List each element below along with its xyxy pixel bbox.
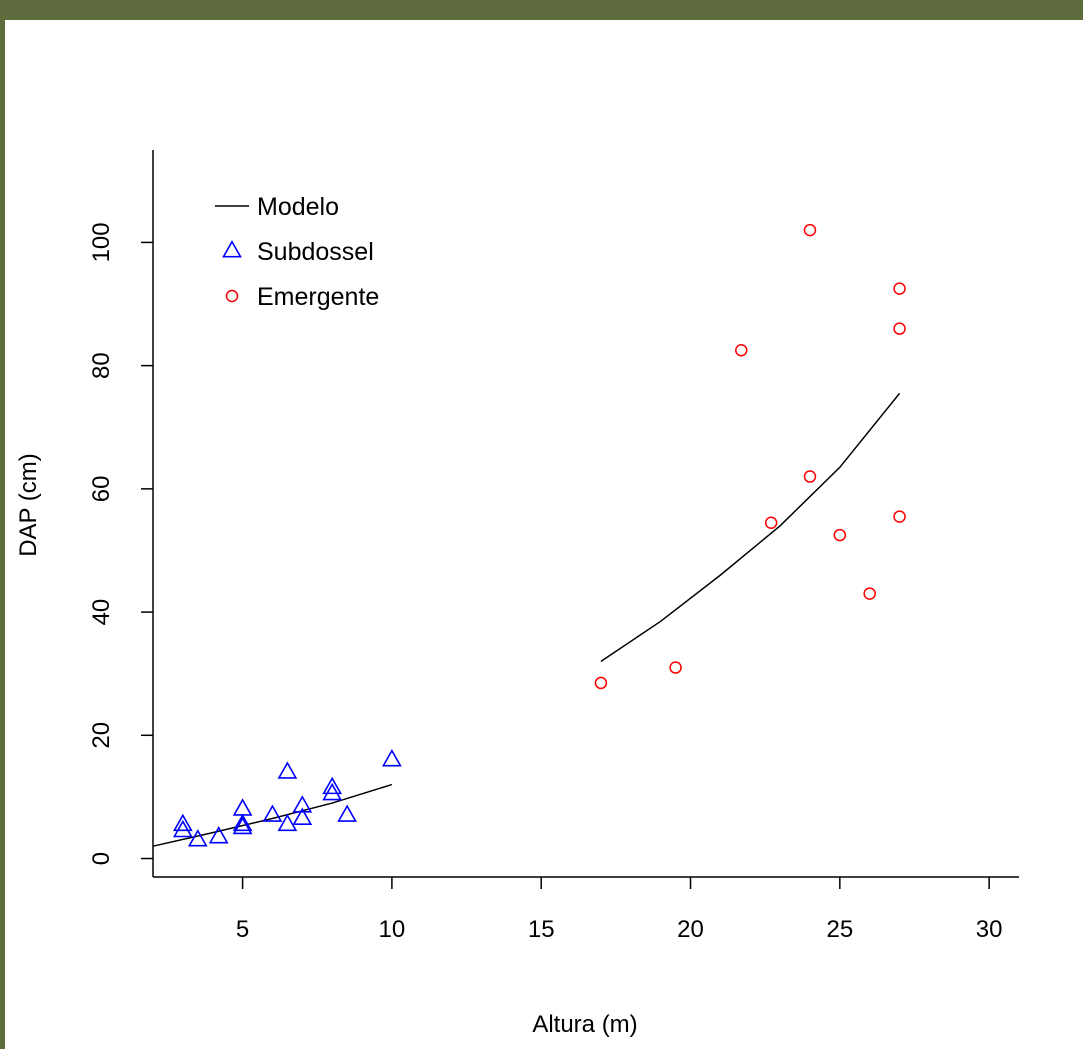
y-tick-label: 0 [88, 852, 115, 865]
data-points [172, 223, 906, 847]
emergente-point [833, 528, 847, 542]
legend-circle-swatch [225, 289, 239, 303]
chart-legend: Modelo Subdossel Emergente [215, 193, 379, 311]
x-tick-label: 10 [379, 916, 406, 943]
y-tick-label: 80 [88, 352, 115, 379]
emergente-point [893, 322, 906, 335]
subdossel-point [277, 761, 298, 779]
subdossel-point [292, 795, 313, 813]
legend-label: Modelo [257, 193, 339, 221]
subdossel-point [172, 819, 193, 838]
y-tick-label: 60 [88, 476, 115, 503]
window-left-border [0, 20, 5, 1049]
x-tick-label: 25 [826, 916, 853, 943]
subdossel-point [232, 813, 253, 832]
emergente-point [803, 470, 817, 483]
y-tick-label: 100 [88, 222, 115, 262]
legend-label: Subdossel [257, 238, 374, 266]
subdossel-point [172, 813, 193, 832]
model-line [600, 392, 901, 662]
subdossel-point [337, 804, 357, 822]
subdossel-point [277, 813, 298, 832]
subdossel-point [187, 829, 208, 847]
x-tick-label: 20 [677, 916, 704, 943]
model-lines [152, 392, 901, 847]
chart-axes: 5 10 15 20 25 30 0 20 40 60 80 100 [88, 150, 1019, 943]
y-axis-label: DAP (cm) [15, 453, 42, 557]
emergente-point [594, 676, 608, 690]
subdossel-point [382, 749, 402, 767]
y-tick-label: 20 [88, 722, 115, 749]
window-top-border [0, 0, 1083, 20]
x-axis-label: Altura (m) [532, 1011, 637, 1038]
emergente-point [893, 282, 906, 295]
subdossel-point [262, 804, 283, 822]
subdossel-point [292, 807, 313, 825]
subdossel-point [322, 776, 343, 795]
emergente-point [669, 661, 682, 674]
emergente-point [893, 510, 906, 523]
legend-label: Emergente [257, 283, 379, 311]
emergente-point [863, 587, 876, 600]
y-tick-label: 40 [88, 599, 115, 626]
x-tick-label: 15 [528, 916, 555, 943]
emergente-point [764, 516, 778, 529]
x-tick-label: 5 [236, 916, 249, 943]
x-tick-label: 30 [976, 916, 1003, 943]
subdossel-point [232, 798, 253, 816]
emergente-point [735, 343, 748, 357]
legend-triangle-swatch [222, 240, 242, 258]
subdossel-point [208, 826, 229, 844]
model-line [152, 783, 393, 847]
emergente-point [803, 223, 817, 237]
subdossel-point [232, 816, 253, 835]
subdossel-point [322, 782, 343, 801]
